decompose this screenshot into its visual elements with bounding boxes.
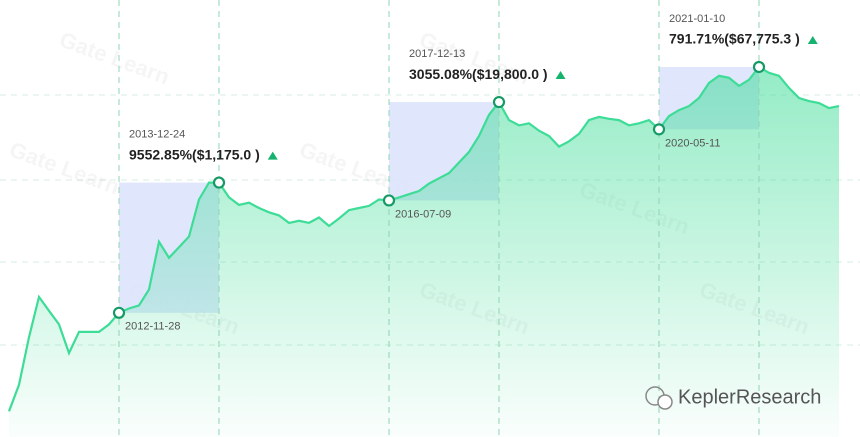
annotation: 791.71%($67,775.3 ) xyxy=(669,31,800,47)
source-text: KeplerResearch xyxy=(678,386,821,408)
date-label: 2017-12-13 xyxy=(409,48,465,60)
annotation: 3055.08%($19,800.0 ) xyxy=(409,66,548,82)
point xyxy=(652,123,666,136)
watermark: Gate Learn xyxy=(6,137,123,200)
source: KeplerResearch xyxy=(645,386,821,410)
up-arrow xyxy=(807,35,818,44)
point xyxy=(492,95,506,109)
date-label: 2016-07-09 xyxy=(395,208,451,220)
logo xyxy=(657,394,673,410)
up-arrow xyxy=(555,71,566,80)
plot: 2012-11-28 2013-12-24 9552.85%($1,175.0 ) 2… xyxy=(7,0,840,437)
line xyxy=(7,65,840,412)
area xyxy=(9,67,839,437)
point xyxy=(752,60,766,74)
date-label: 2021-01-10 xyxy=(669,13,725,25)
date-label: 2012-11-28 xyxy=(125,321,180,333)
up-arrow xyxy=(267,151,278,160)
annotation: 9552.85%($1,175.0 ) xyxy=(129,146,260,162)
point xyxy=(382,194,396,207)
date-label: 2013-12-24 xyxy=(129,128,185,140)
point xyxy=(112,306,126,319)
point xyxy=(212,176,226,189)
date-label: 2020-05-11 xyxy=(665,137,720,149)
watermark: Gate Learn xyxy=(56,27,173,90)
